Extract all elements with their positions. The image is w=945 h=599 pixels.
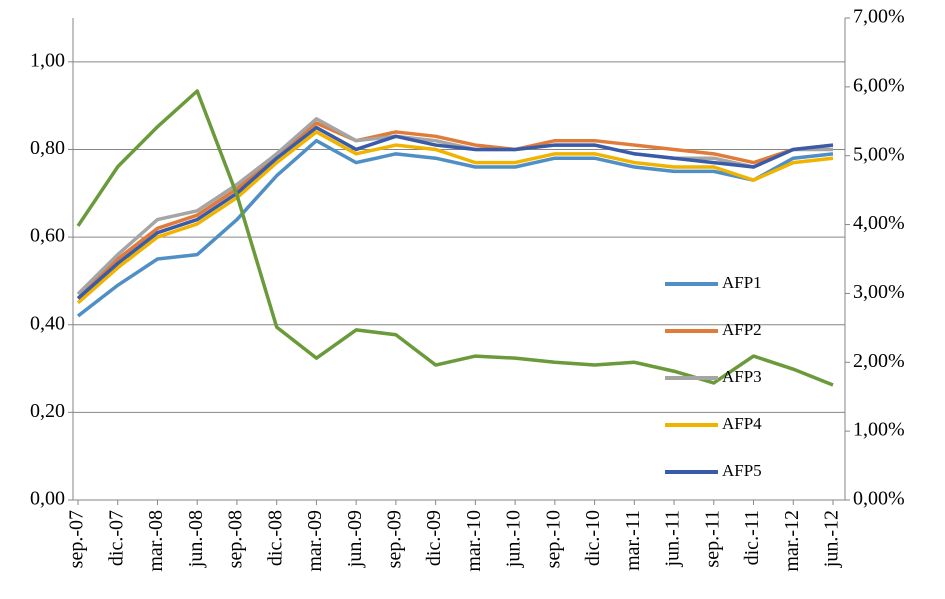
legend-label: AFP4 bbox=[722, 414, 762, 433]
series-line bbox=[76, 89, 834, 387]
series-line bbox=[76, 121, 834, 300]
y-tick-label: 0,00 bbox=[30, 488, 65, 510]
y2-tick-label: 4,00% bbox=[853, 212, 905, 234]
x-tick-label: dic.-11 bbox=[741, 510, 763, 565]
legend-label: AFP1 bbox=[722, 273, 762, 292]
x-tick-label: dic.-09 bbox=[423, 510, 445, 566]
y2-tick-label: 6,00% bbox=[853, 74, 905, 96]
x-tick-label: mar.-09 bbox=[304, 510, 326, 572]
x-tick-label: jun.-09 bbox=[344, 510, 366, 568]
y2-tick-label: 7,00% bbox=[853, 6, 905, 28]
x-tick-label: jun.-10 bbox=[503, 510, 525, 568]
y2-tick-label: 5,00% bbox=[853, 143, 905, 165]
y-tick-label: 0,20 bbox=[30, 400, 65, 422]
x-tick-label: dic.-08 bbox=[264, 510, 286, 566]
x-tick-label: sep.-10 bbox=[542, 510, 564, 568]
x-tick-label: dic.-10 bbox=[582, 510, 604, 566]
y-tick-label: 0,80 bbox=[30, 137, 65, 159]
x-tick-label: jun.-12 bbox=[821, 510, 843, 568]
x-tick-label: sep.-08 bbox=[225, 510, 247, 568]
y-tick-label: 1,00 bbox=[30, 49, 65, 71]
x-tick-label: mar.-11 bbox=[622, 510, 644, 571]
x-tick-label: mar.-12 bbox=[781, 510, 803, 572]
series-line bbox=[76, 125, 834, 300]
y2-tick-label: 0,00% bbox=[853, 488, 905, 510]
series-line bbox=[76, 138, 834, 318]
legend-label: AFP5 bbox=[722, 461, 762, 480]
y2-tick-label: 2,00% bbox=[853, 350, 905, 372]
x-tick-label: jun.-11 bbox=[662, 510, 684, 567]
y-tick-label: 0,60 bbox=[30, 225, 65, 247]
series-line bbox=[76, 130, 834, 305]
x-tick-label: sep.-11 bbox=[701, 510, 723, 568]
y2-tick-label: 3,00% bbox=[853, 281, 905, 303]
x-tick-label: sep.-07 bbox=[66, 510, 88, 568]
x-tick-label: jun.-08 bbox=[185, 510, 207, 568]
legend-label: AFP2 bbox=[722, 320, 762, 339]
x-tick-label: dic.-07 bbox=[105, 510, 127, 566]
series-line bbox=[76, 117, 833, 296]
x-tick-label: mar.-10 bbox=[463, 510, 485, 572]
y2-tick-label: 1,00% bbox=[853, 419, 905, 441]
legend-label: AFP3 bbox=[722, 367, 762, 386]
x-tick-label: sep.-09 bbox=[383, 510, 405, 568]
y-tick-label: 0,40 bbox=[30, 312, 65, 334]
x-tick-label: mar.-08 bbox=[145, 510, 167, 572]
